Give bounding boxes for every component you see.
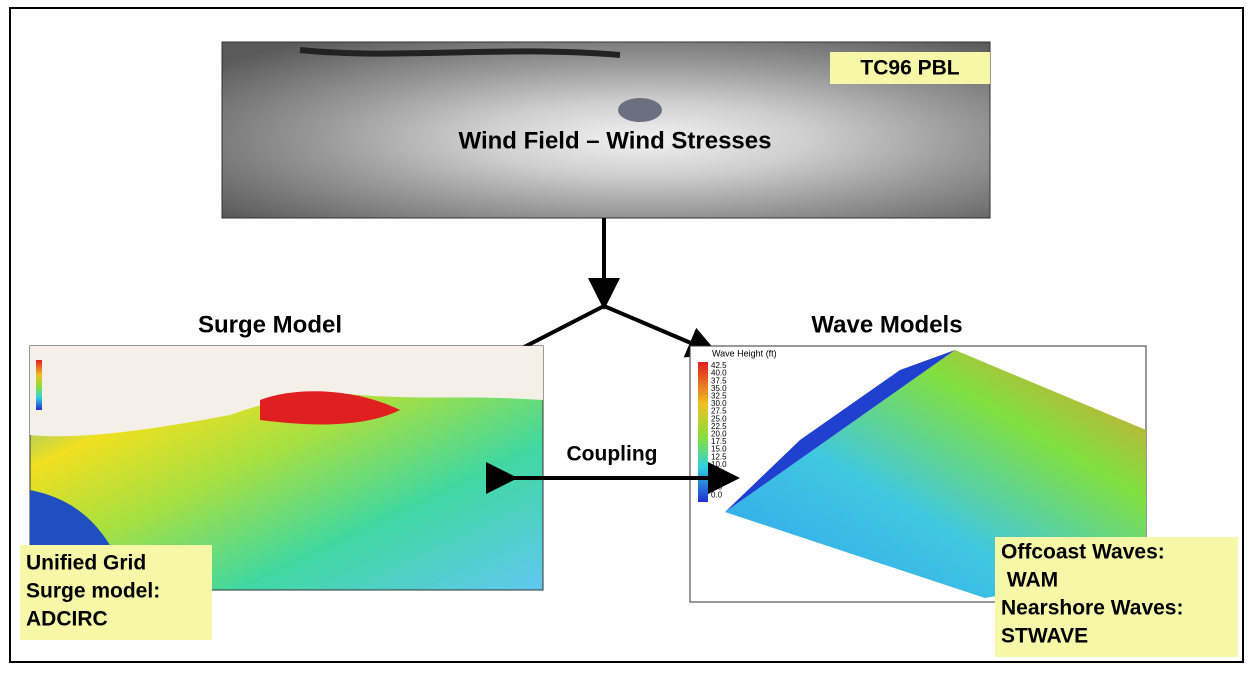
label: 15.0 [711, 445, 727, 454]
frame [9, 7, 1244, 663]
note-box [995, 537, 1238, 657]
label: 30.0 [711, 399, 727, 408]
surge-peak [260, 391, 400, 425]
label: 40.0 [711, 369, 727, 378]
label: 32.5 [711, 392, 727, 401]
wave-title: Wave Models [811, 311, 962, 338]
label: Unified Grid [26, 552, 146, 575]
surge-colorbar [36, 360, 42, 410]
wind-label: TC96 PBL [860, 57, 959, 80]
label: Nearshore Waves: [1001, 597, 1183, 620]
label: 20.0 [711, 430, 727, 439]
label: 17.5 [711, 437, 727, 446]
label: Offcoast Waves: [1001, 541, 1165, 564]
wave-note: Offcoast Waves: WAM Nearshore Waves: STWAV… [1001, 541, 1183, 648]
surge-note: Unified Grid Surge model: ADCIRC [26, 552, 160, 631]
cloud-band [299, 47, 621, 58]
coupling-label: Coupling [567, 443, 658, 466]
label: ADCIRC [26, 608, 108, 631]
label: 0.0 [711, 490, 723, 499]
wave-domain [725, 350, 1146, 598]
label: 37.5 [711, 376, 727, 385]
label-box [830, 52, 990, 84]
wave-deep [725, 350, 955, 512]
label: STWAVE [1001, 625, 1088, 648]
wave-legend-title: Wave Height (ft) [712, 348, 777, 358]
note-box [20, 545, 212, 640]
storm-eye [618, 98, 662, 122]
label: 12.5 [711, 452, 727, 461]
label: 25.0 [711, 414, 727, 423]
label: 22.5 [711, 422, 727, 431]
label: 35.0 [711, 384, 727, 393]
surge-title: Surge Model [198, 311, 342, 338]
label: 27.5 [711, 407, 727, 416]
arrow [603, 304, 720, 358]
wind-title: Wind Field – Wind Stresses [459, 127, 772, 154]
label: 42.5 [711, 361, 727, 370]
label: Surge model: [26, 580, 160, 603]
label: WAM [1001, 569, 1058, 592]
land [30, 346, 543, 437]
wave-colorbar [698, 362, 708, 502]
